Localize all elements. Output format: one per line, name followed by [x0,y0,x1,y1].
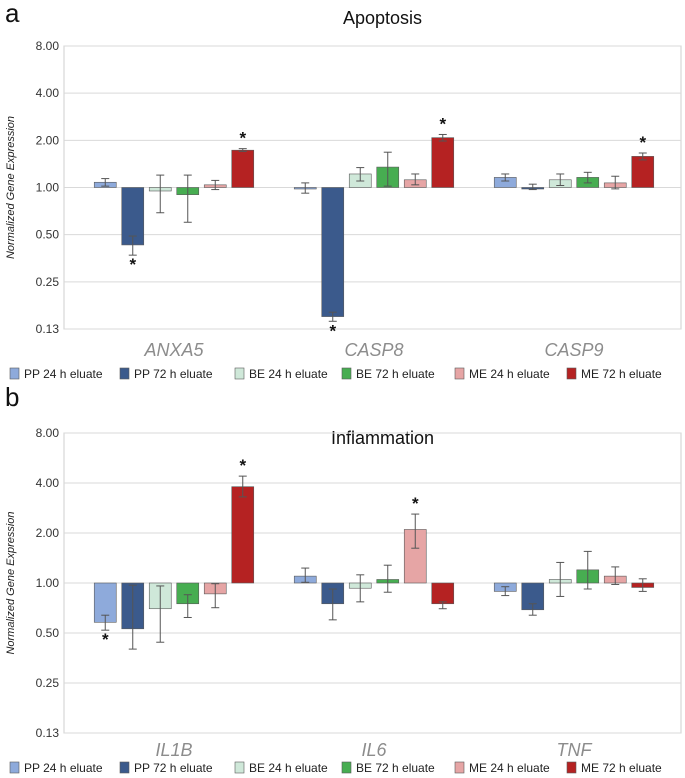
legend-swatch [341,761,352,774]
bar [231,486,255,584]
panel-label: a [5,0,20,28]
legend-swatch [566,367,577,380]
y-tick-label: 2.00 [36,526,60,540]
legend-label: BE 24 h eluate [249,367,328,381]
significance-marker: * [239,456,246,475]
y-tick-label: 2.00 [36,133,60,147]
legend-swatch [119,761,130,774]
legend-swatch [234,367,245,380]
y-tick-label: 0.13 [36,322,60,336]
legend-label: BE 72 h eluate [356,367,435,381]
legend-label: PP 72 h eluate [134,761,213,775]
category-label: CASP8 [344,340,403,360]
y-tick-label: 8.00 [36,39,60,53]
y-tick-label: 1.00 [36,181,60,195]
y-tick-label: 4.00 [36,476,60,490]
y-tick-label: 0.25 [36,676,60,690]
chart-title: Apoptosis [343,8,422,28]
legend-swatch [454,761,465,774]
legend-label: BE 72 h eluate [356,761,435,775]
significance-marker: * [439,114,446,133]
y-tick-label: 8.00 [36,426,60,440]
chart-panel-b: b Inflammation 8.00 4.00 2.00 1.00 0.50 0.25 0.1… [5,382,682,775]
legend-label: ME 24 h eluate [469,367,550,381]
y-tick-label: 0.13 [36,726,60,740]
legend-swatch [341,367,352,380]
bar [231,149,255,188]
legend-label: ME 72 h eluate [581,367,662,381]
legend-swatch [9,367,20,380]
legend-swatch [234,761,245,774]
y-tick-label: 0.25 [36,275,60,289]
y-tick-label: 4.00 [36,86,60,100]
legend-swatch [9,761,20,774]
y-tick-label: 0.50 [36,228,60,242]
category-label: CASP9 [544,340,603,360]
legend-label: PP 24 h eluate [24,367,103,381]
legend-label: BE 24 h eluate [249,761,328,775]
y-tick-label: 1.00 [36,576,60,590]
bar [431,137,455,188]
legend-label: PP 72 h eluate [134,367,213,381]
category-label: IL6 [361,740,387,760]
bar [431,582,455,605]
legend-swatch [566,761,577,774]
category-label: ANXA5 [143,340,204,360]
legend-label: ME 72 h eluate [581,761,662,775]
panel-label: b [5,382,19,412]
y-axis-label: Normalized Gene Expression [5,511,17,654]
significance-marker: * [412,494,419,513]
significance-marker: * [239,129,246,148]
significance-marker: * [329,321,336,340]
category-label: TNF [557,740,593,760]
chart-panel-a: a Apoptosis 8.00 4.00 2.00 1.00 0.50 0.25 0.13 No… [5,0,682,381]
chart-title: Inflammation [331,428,434,448]
significance-marker: * [129,255,136,274]
significance-marker: * [639,133,646,152]
bar [321,187,345,317]
y-axis-label: Normalized Gene Expression [5,116,17,259]
legend-label: PP 24 h eluate [24,761,103,775]
legend-label: ME 24 h eluate [469,761,550,775]
significance-marker: * [102,630,109,649]
category-label: IL1B [155,740,192,760]
y-tick-label: 0.50 [36,626,60,640]
legend-swatch [454,367,465,380]
legend-swatch [119,367,130,380]
bar [631,156,655,188]
